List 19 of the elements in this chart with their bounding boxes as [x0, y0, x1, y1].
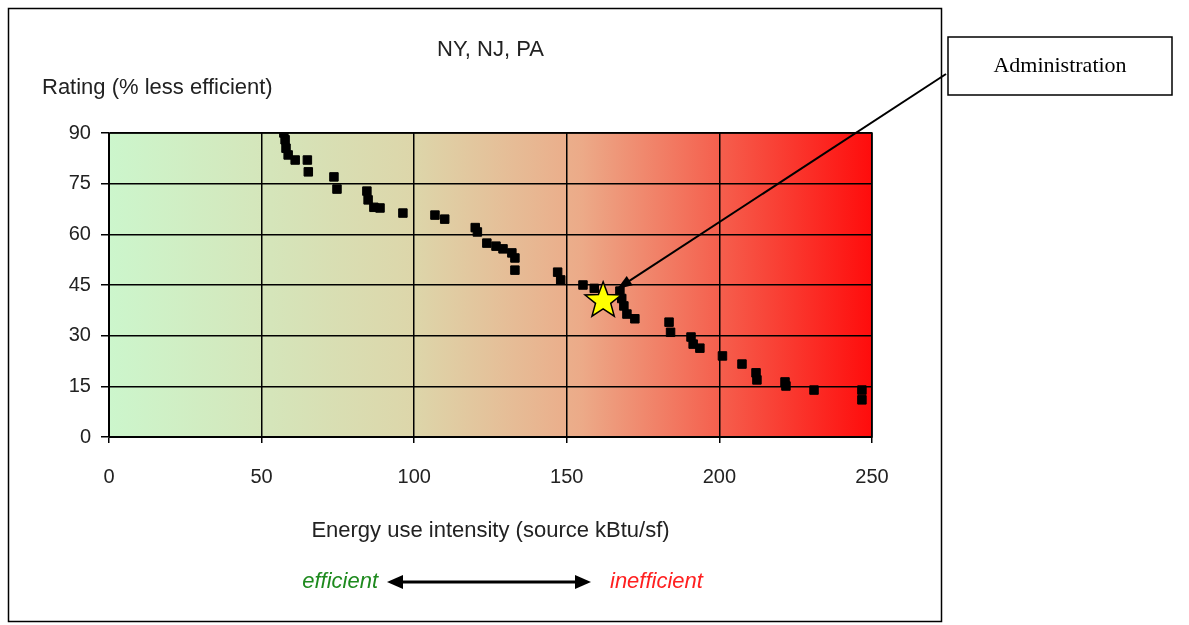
x-tick-label: 200 [702, 464, 737, 487]
y-tick-label: 45 [68, 272, 91, 295]
x-tick-label: 50 [250, 464, 273, 487]
text: efficient [302, 568, 379, 594]
x-tick-label: 0 [103, 464, 115, 487]
text: inefficient [610, 568, 704, 594]
x-axis-title: Energy use intensity (source kBtu/sf) [311, 517, 670, 543]
y-tick-label: 15 [68, 373, 91, 396]
y-tick-label: 30 [68, 323, 91, 346]
x-tick-label: 100 [397, 464, 431, 487]
text: Administration [993, 51, 1127, 77]
chart-title: NY, NJ, PA [437, 36, 545, 62]
x-tick-label: 250 [855, 464, 889, 487]
y-tick-label: 0 [79, 424, 91, 447]
y-tick-label: 60 [68, 221, 91, 244]
y-tick-label: 90 [68, 120, 91, 143]
x-tick-label: 150 [550, 464, 584, 487]
y-tick-label: 75 [68, 171, 91, 194]
y-axis-title: Rating (% less efficient) [42, 74, 273, 100]
